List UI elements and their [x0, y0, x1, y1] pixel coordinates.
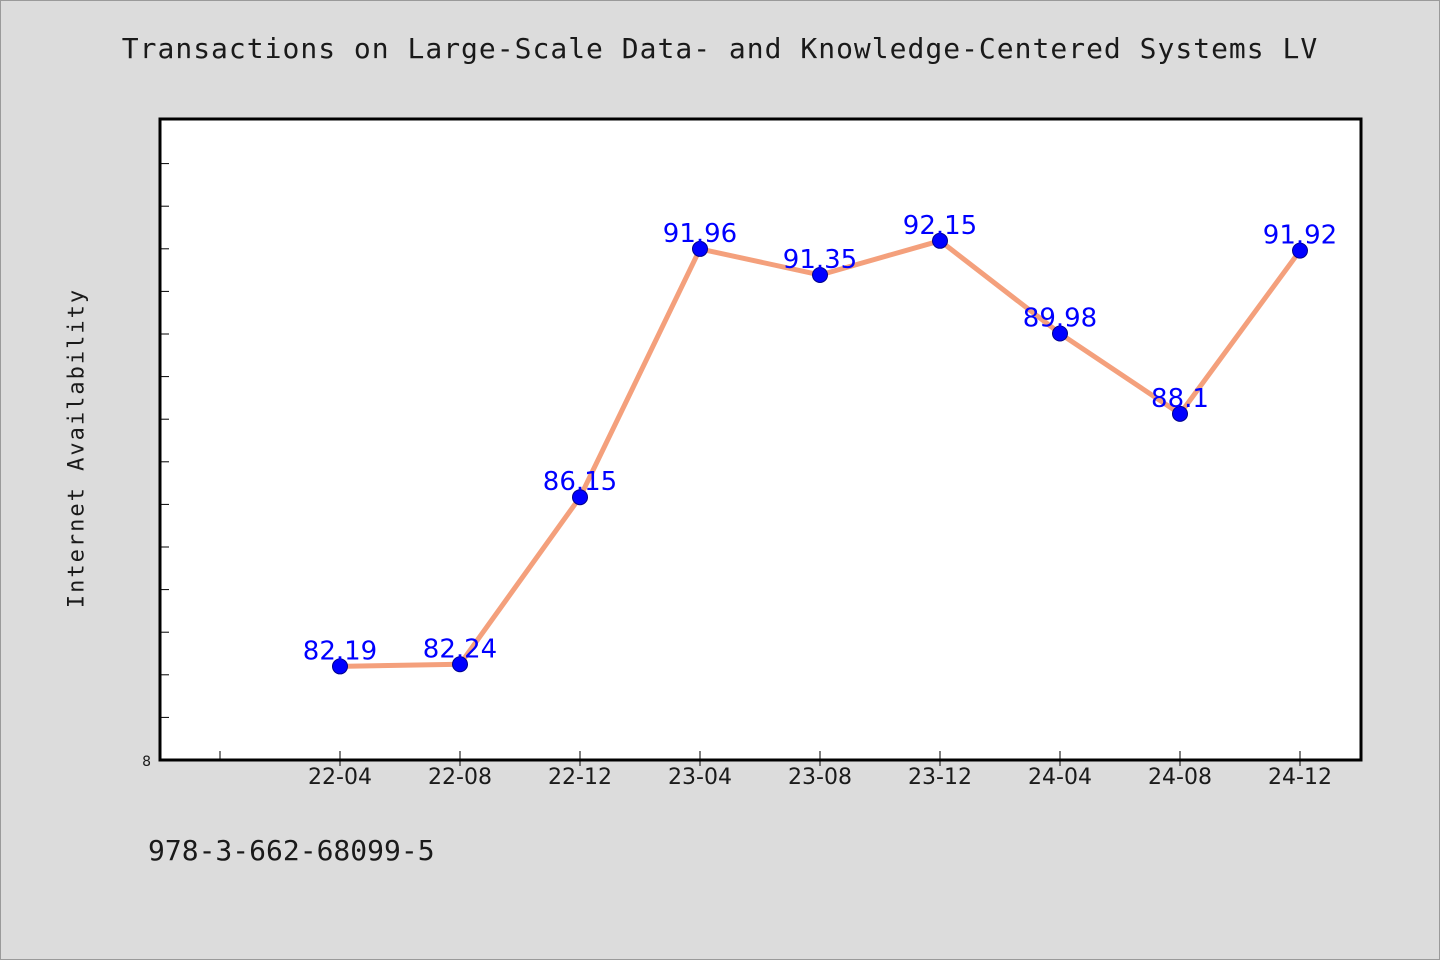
- data-label: 86.15: [543, 467, 617, 497]
- x-tick-label: 22-12: [548, 765, 612, 790]
- data-label: 91.92: [1263, 221, 1337, 251]
- data-point: [692, 240, 708, 257]
- x-tick-label: 23-12: [908, 765, 972, 790]
- x-tick-label: 24-04: [1028, 765, 1092, 790]
- data-label: 88.1: [1151, 384, 1209, 414]
- data-label: 91.96: [663, 219, 737, 249]
- x-tick-label: 22-04: [308, 765, 372, 790]
- data-label: 82.24: [423, 634, 497, 664]
- data-point: [1172, 405, 1188, 422]
- data-label: 82.19: [303, 636, 377, 666]
- data-label: 92.15: [903, 211, 977, 241]
- data-point: [572, 489, 588, 506]
- data-label: 91.35: [783, 245, 857, 275]
- data-point: [812, 266, 828, 283]
- data-label: 89.98: [1023, 304, 1097, 334]
- data-point: [1052, 325, 1068, 342]
- x-tick-label: 22-08: [428, 765, 492, 790]
- data-point: [452, 656, 468, 673]
- isbn-footer: 978-3-662-68099-5: [148, 834, 435, 867]
- y-tick-label: 8: [142, 754, 151, 770]
- data-point: [332, 658, 348, 675]
- x-tick-label: 24-12: [1268, 765, 1332, 790]
- data-point: [1292, 242, 1308, 259]
- chart-title: Transactions on Large-Scale Data- and Kn…: [121, 32, 1319, 65]
- plot-area: [158, 117, 1363, 762]
- x-tick-label: 24-08: [1148, 765, 1212, 790]
- x-tick-label: 23-04: [668, 765, 732, 790]
- data-point: [932, 232, 948, 249]
- x-tick-label: 23-08: [788, 765, 852, 790]
